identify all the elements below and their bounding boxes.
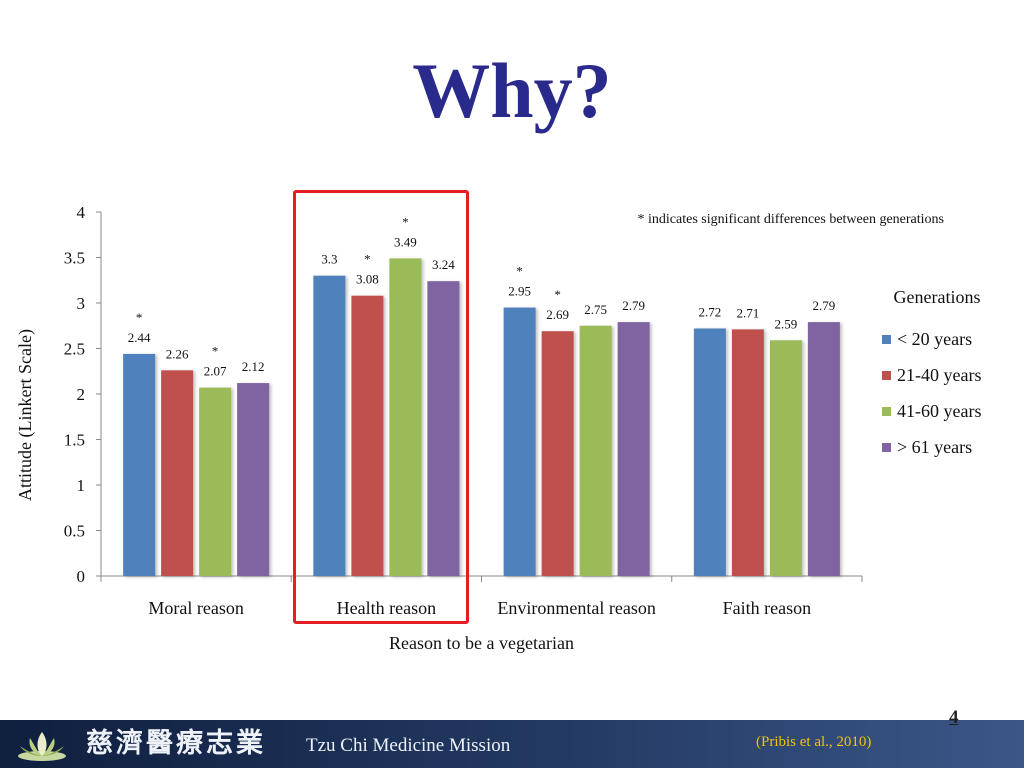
y-tick-label: 1.5 (64, 431, 85, 450)
y-tick-label: 3 (77, 294, 86, 313)
footer-bar: 慈濟醫療志業 Tzu Chi Medicine Mission (0, 720, 1024, 768)
bar (351, 295, 384, 576)
bar (237, 383, 270, 576)
bar (731, 329, 764, 576)
legend-swatch (882, 335, 891, 344)
bar (617, 322, 650, 576)
data-label: 2.59 (775, 316, 798, 331)
data-label: 2.72 (699, 304, 722, 319)
health-reason-highlight-box (293, 190, 469, 624)
data-label: 2.12 (242, 359, 265, 374)
x-axis-title: Reason to be a vegetarian (389, 633, 574, 653)
footer-org-english: Tzu Chi Medicine Mission (306, 735, 511, 756)
significance-mark: * (402, 214, 409, 229)
y-tick-label: 0 (77, 567, 86, 586)
data-label: 2.26 (166, 346, 189, 361)
legend-swatch (882, 407, 891, 416)
x-category-label: Environmental reason (497, 598, 655, 618)
legend-title: Generations (894, 287, 981, 307)
x-category-label: Moral reason (148, 598, 243, 618)
bar (503, 307, 536, 576)
y-tick-label: 4 (77, 203, 86, 222)
bar-chart: 0 0.5 1 1.5 2 2.5 3 3.5 4 2.44 * 2.26 2.07 * 2.12 Moral… (15, 203, 981, 653)
legend-swatch (882, 443, 891, 452)
data-label: 2.79 (813, 298, 836, 313)
significance-mark: * (364, 252, 371, 267)
legend-label: 21-40 years (897, 365, 981, 385)
significance-mark: * (554, 287, 561, 302)
y-tick-label: 2 (77, 385, 86, 404)
data-label: 2.75 (584, 302, 607, 317)
bar (161, 370, 194, 576)
y-axis-title: Attitude (Linkert Scale) (15, 329, 36, 501)
bar (769, 340, 802, 576)
data-label: 3.3 (321, 252, 337, 267)
data-label: 2.71 (737, 305, 760, 320)
data-label: 2.95 (508, 284, 531, 299)
bar (389, 258, 422, 576)
data-label: 2.07 (204, 364, 227, 379)
x-category-label: Faith reason (723, 598, 811, 618)
bar (693, 328, 726, 576)
y-tick-label: 2.5 (64, 340, 85, 359)
significance-annotation: * indicates significant differences betw… (638, 212, 944, 227)
significance-mark: * (516, 264, 523, 279)
data-label: 3.24 (432, 257, 455, 272)
bar (199, 387, 232, 576)
bar (123, 353, 156, 576)
slide-title: Why? (412, 47, 612, 134)
x-category-label: Health reason (337, 598, 436, 618)
legend-label: < 20 years (897, 329, 972, 349)
citation: (Pribis et al., 2010) (756, 734, 872, 750)
data-label: 2.69 (546, 307, 569, 322)
bar (807, 322, 840, 576)
lotus-logo-icon (18, 732, 66, 761)
data-label: 3.49 (394, 234, 417, 249)
significance-mark: * (136, 310, 143, 325)
data-label: 2.79 (622, 298, 645, 313)
legend-label: 41-60 years (897, 401, 981, 421)
legend-label: > 61 years (897, 437, 972, 457)
bar (579, 325, 612, 576)
bar (427, 281, 460, 576)
y-tick-label: 1 (77, 476, 86, 495)
data-label: 2.44 (128, 330, 151, 345)
data-label: 3.08 (356, 272, 379, 287)
page-number: 4 (949, 707, 959, 728)
bar (541, 331, 574, 576)
legend-swatch (882, 371, 891, 380)
significance-mark: * (212, 344, 219, 359)
bar (313, 275, 346, 576)
y-tick-label: 3.5 (64, 249, 85, 268)
footer-org-chinese: 慈濟醫療志業 (86, 728, 266, 759)
y-tick-label: 0.5 (64, 522, 85, 541)
